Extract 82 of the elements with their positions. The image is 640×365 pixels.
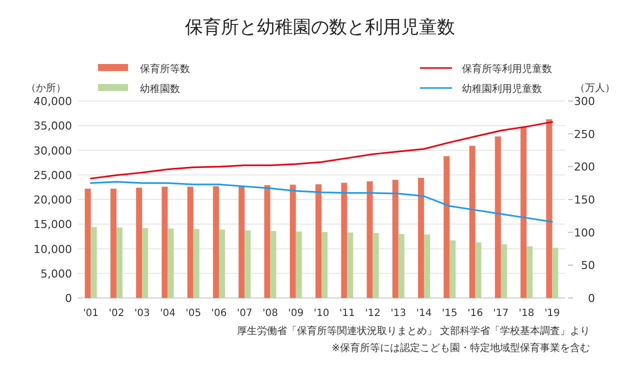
x-tick-label: '06 [211,308,227,319]
x-tick-label: '18 [518,308,534,319]
bar [136,188,142,298]
bar [238,186,245,298]
x-tick-label: '09 [288,308,304,319]
bar [392,180,398,298]
y-axis-title: （か所） [26,82,66,94]
x-tick-label: '11 [339,308,355,319]
bar [546,119,552,298]
bar [526,246,533,298]
bar [424,234,430,298]
bar [212,186,219,298]
bar [296,232,302,298]
y-tick-label: 0 [65,292,72,305]
x-tick-label: '19 [544,308,560,319]
x-tick-label: '03 [134,308,150,319]
bar [398,234,404,298]
bar [116,228,122,298]
bar [244,230,251,298]
bar [187,186,194,298]
legend-label: 保育所等利用児童数 [462,63,552,75]
bar [347,232,354,298]
chart-title: 保育所と幼稚園の数と利用児童数 [185,17,455,38]
y-tick-label: 40,000 [34,95,72,108]
bar [142,228,148,298]
bar [500,244,507,298]
y2-tick-label: 50 [581,259,595,272]
bar [520,126,527,298]
legend-label: 保育所等数 [140,63,190,75]
x-tick-label: '04 [160,308,176,319]
bar [193,229,200,298]
bar [110,188,116,298]
x-tick-label: '10 [314,308,330,319]
bar [218,230,225,298]
y2-tick-label: 0 [588,292,595,305]
y2-tick-label: 250 [574,128,595,141]
bar [341,182,348,298]
bar [444,156,450,298]
bar [552,248,558,298]
x-tick-label: '01 [83,308,99,319]
x-tick-label: '08 [262,308,278,319]
x-tick-label: '02 [108,308,124,319]
bar [494,136,501,298]
x-tick-label: '07 [236,308,252,319]
y-tick-label: 10,000 [34,242,72,256]
text: 厚生労働省「保育所等関連状況取りまとめ」 文部科学省「学校基本調査」より [236,325,590,337]
bar [475,242,482,298]
y-tick-label: 5,000 [40,267,72,280]
y-tick-label: 20,000 [34,194,72,206]
x-tick-label: '15 [442,308,458,319]
bar [372,232,379,298]
x-tick-label: '05 [186,308,202,319]
y2-tick-label: 100 [574,226,595,240]
bar [162,186,168,298]
x-tick-label: '16 [468,308,484,319]
bar [290,184,296,298]
x-tick-label: '13 [390,308,406,319]
legend-label: 幼稚園利用児童数 [462,83,542,95]
y-tick-label: 25,000 [34,168,72,182]
y2-axis-title: （万人） [575,83,615,94]
y2-tick-label: 150 [574,194,595,206]
bar [168,228,174,298]
y2-tick-label: 300 [574,95,595,108]
bar [322,232,328,298]
bar [418,178,424,298]
bar [316,184,322,298]
text: ※保育所等には認定こども園・特定地域型保育事業を含む [332,342,590,354]
bar [450,240,456,298]
bar [90,227,97,298]
y-tick-label: 30,000 [34,144,72,158]
legend-label: 幼稚園数 [140,83,180,95]
bar [270,231,276,298]
x-tick-label: '14 [416,308,432,319]
y-tick-label: 35,000 [34,120,72,133]
bar [366,181,373,298]
x-tick-label: '17 [493,308,509,319]
y-tick-label: 15,000 [34,218,72,232]
bar [264,185,270,298]
bar [84,188,91,298]
y2-tick-label: 200 [574,160,595,174]
x-tick-label: '12 [365,308,381,319]
bar [469,146,476,298]
